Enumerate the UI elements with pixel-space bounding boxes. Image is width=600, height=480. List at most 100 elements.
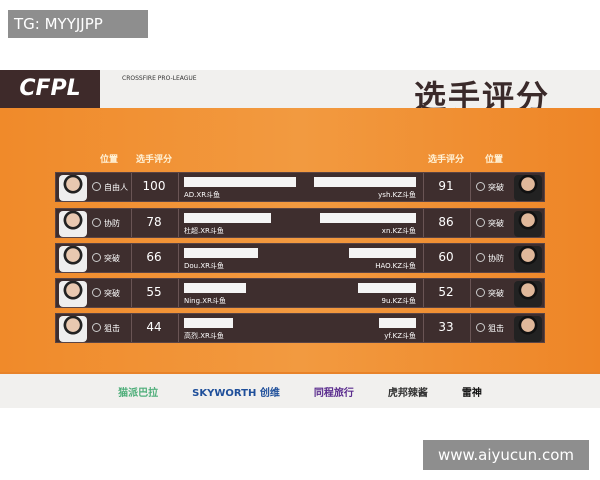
left-player-avatar [59, 175, 87, 201]
divider [470, 209, 471, 237]
right-player-name: yf.KZ斗鱼 [384, 332, 416, 340]
left-player-avatar [59, 246, 87, 272]
divider [470, 244, 471, 272]
right-score: 86 [438, 215, 454, 229]
left-player-name: 高烈.XR斗鱼 [184, 332, 224, 340]
right-position: 协防 [476, 253, 504, 264]
right-position: 狙击 [476, 323, 504, 334]
col-right-position: 位置 [485, 155, 504, 165]
left-position: 协防 [92, 218, 120, 229]
sponsor-logo: 猫派巴拉 [118, 387, 159, 399]
divider [470, 279, 471, 307]
right-player-avatar [514, 281, 542, 307]
right-score-bar [357, 283, 416, 293]
sponsor-logo: 雷神 [461, 387, 482, 399]
right-position-label: 狙击 [488, 324, 504, 333]
header: CFPL CROSSFIRE PRO-LEAGUE 选手评分 [0, 70, 600, 116]
right-score: 60 [438, 250, 454, 264]
position-icon [92, 218, 101, 227]
right-position-label: 突破 [488, 183, 504, 192]
right-player-name: xn.KZ斗鱼 [381, 227, 416, 235]
divider [178, 173, 179, 201]
right-position-label: 协防 [488, 254, 504, 263]
left-player-name: 杜超.XR斗鱼 [184, 227, 224, 235]
left-position: 自由人 [92, 182, 128, 193]
right-position: 突破 [476, 288, 504, 299]
player-row: 突破 55 Ning.XR斗鱼 9u.KZ斗鱼 52 突破 [55, 278, 545, 308]
position-icon [92, 253, 101, 262]
divider [423, 314, 424, 342]
left-position-label: 突破 [104, 254, 120, 263]
left-player-name: AD.XR斗鱼 [184, 191, 221, 199]
right-score-bar [314, 177, 416, 187]
right-score-bar [348, 248, 416, 258]
right-player-name: ysh.KZ斗鱼 [378, 191, 416, 199]
right-score-bar [379, 318, 416, 328]
left-player-avatar [59, 211, 87, 237]
right-position: 突破 [476, 218, 504, 229]
left-score-bar [184, 177, 296, 187]
col-left-score: 选手评分 [136, 155, 173, 165]
left-position: 突破 [92, 288, 120, 299]
divider [423, 279, 424, 307]
divider [178, 244, 179, 272]
position-icon [92, 288, 101, 297]
watermark-bottom: www.aiyucun.com [423, 440, 589, 470]
left-position-label: 协防 [104, 219, 120, 228]
position-icon [476, 288, 485, 297]
left-player-name: Dou.XR斗鱼 [184, 262, 224, 270]
left-score: 44 [146, 320, 162, 334]
position-icon [476, 323, 485, 332]
position-icon [476, 182, 485, 191]
right-position-label: 突破 [488, 219, 504, 228]
col-right-score: 选手评分 [428, 155, 465, 165]
league-label: CROSSFIRE PRO-LEAGUE [122, 75, 197, 82]
left-score-bar [184, 318, 234, 328]
left-position-label: 狙击 [104, 324, 120, 333]
watermark-top: TG: MYYJJPP [8, 10, 148, 38]
left-score-bar [184, 248, 258, 258]
right-player-name: 9u.KZ斗鱼 [381, 297, 416, 305]
divider [423, 173, 424, 201]
right-player-avatar [514, 175, 542, 201]
left-position: 突破 [92, 253, 120, 264]
left-score-bar [184, 213, 272, 223]
left-position-label: 突破 [104, 289, 120, 298]
left-position: 狙击 [92, 323, 120, 334]
divider [131, 173, 132, 201]
sponsor-logo: SKYWORTH 创维 [192, 387, 280, 399]
left-player-name: Ning.XR斗鱼 [184, 297, 226, 305]
divider [131, 244, 132, 272]
divider [178, 314, 179, 342]
divider [423, 209, 424, 237]
position-icon [476, 253, 485, 262]
player-row: 自由人 100 AD.XR斗鱼 ysh.KZ斗鱼 91 突破 [55, 172, 545, 202]
player-row: 协防 78 杜超.XR斗鱼 xn.KZ斗鱼 86 突破 [55, 208, 545, 238]
left-score-bar [184, 283, 246, 293]
left-score: 66 [146, 250, 162, 264]
right-score: 33 [438, 320, 454, 334]
col-left-position: 位置 [100, 155, 119, 165]
cfpl-logo: CFPL [0, 70, 100, 108]
left-player-avatar [59, 281, 87, 307]
right-player-name: HAO.KZ斗鱼 [375, 262, 416, 270]
right-player-avatar [514, 211, 542, 237]
position-icon [92, 182, 101, 191]
right-score: 91 [438, 179, 454, 193]
divider [470, 314, 471, 342]
position-icon [92, 323, 101, 332]
divider [131, 279, 132, 307]
right-position: 突破 [476, 182, 504, 193]
left-score: 78 [146, 215, 162, 229]
divider [131, 209, 132, 237]
divider [131, 314, 132, 342]
player-row: 突破 66 Dou.XR斗鱼 HAO.KZ斗鱼 60 协防 [55, 243, 545, 273]
ratings-board: 位置 选手评分 选手评分 位置 自由人 100 AD.XR斗鱼 ysh.KZ斗鱼… [0, 108, 600, 372]
sponsor-bar: 猫派巴拉 SKYWORTH 创维 同程旅行 虎邦辣酱 雷神 [0, 372, 600, 408]
right-player-avatar [514, 316, 542, 342]
divider [423, 244, 424, 272]
divider [178, 209, 179, 237]
left-player-avatar [59, 316, 87, 342]
left-position-label: 自由人 [104, 183, 128, 192]
left-score: 100 [142, 179, 166, 193]
